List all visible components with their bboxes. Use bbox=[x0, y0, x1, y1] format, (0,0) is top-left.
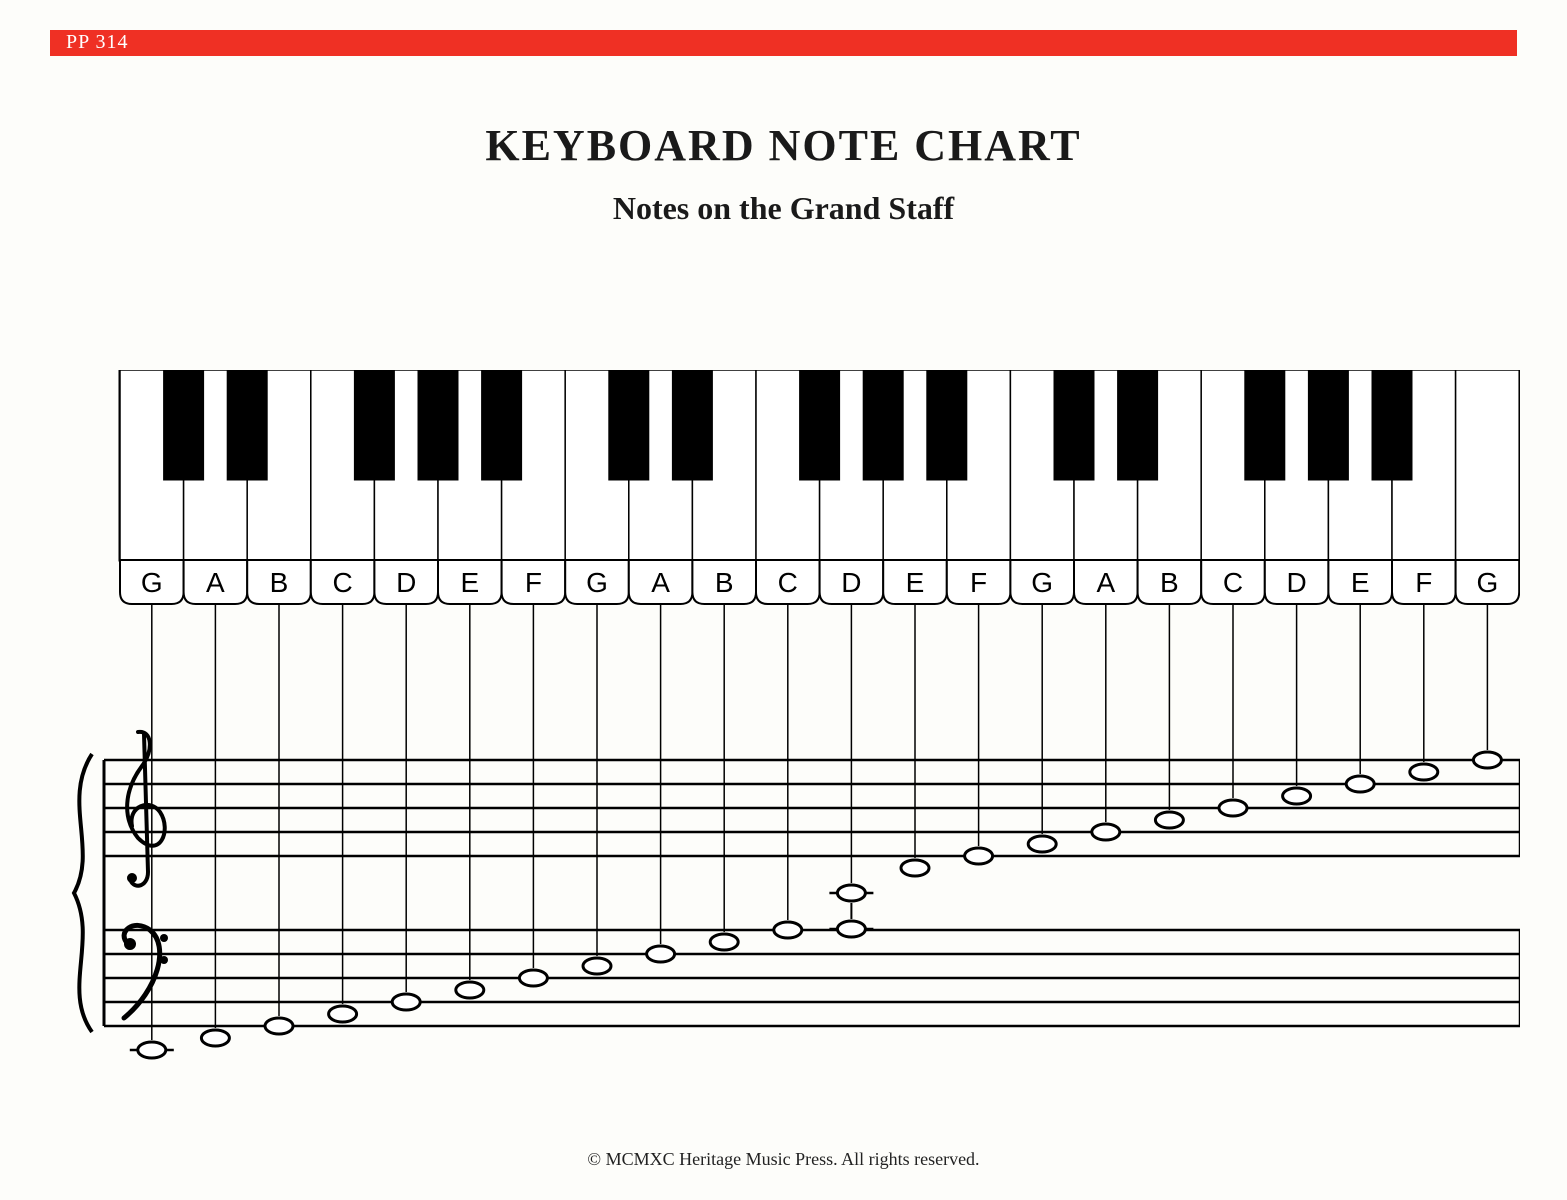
svg-text:A: A bbox=[1096, 567, 1115, 598]
svg-text:F: F bbox=[525, 567, 542, 598]
svg-text:D: D bbox=[396, 567, 416, 598]
svg-text:D: D bbox=[1286, 567, 1306, 598]
svg-text:F: F bbox=[1415, 567, 1432, 598]
svg-text:B: B bbox=[1160, 567, 1179, 598]
svg-text:B: B bbox=[270, 567, 289, 598]
svg-text:A: A bbox=[206, 567, 225, 598]
chart-svg: GABCDEFGABCDEFGABCDEFG bbox=[60, 370, 1520, 1090]
svg-text:E: E bbox=[906, 567, 925, 598]
header-code: PP 314 bbox=[66, 31, 129, 54]
copyright-text: © MCMXC Heritage Music Press. All rights… bbox=[0, 1149, 1567, 1170]
svg-text:A: A bbox=[651, 567, 670, 598]
svg-text:E: E bbox=[460, 567, 479, 598]
svg-text:E: E bbox=[1351, 567, 1370, 598]
page-title: KEYBOARD NOTE CHART bbox=[0, 120, 1567, 171]
svg-text:C: C bbox=[332, 567, 352, 598]
svg-text:G: G bbox=[1477, 567, 1499, 598]
svg-text:G: G bbox=[141, 567, 163, 598]
page-subtitle: Notes on the Grand Staff bbox=[0, 190, 1567, 227]
keyboard-staff-chart: GABCDEFGABCDEFGABCDEFG bbox=[60, 370, 1520, 1070]
svg-text:B: B bbox=[715, 567, 734, 598]
svg-text:C: C bbox=[1223, 567, 1243, 598]
svg-text:D: D bbox=[841, 567, 861, 598]
header-bar bbox=[50, 30, 1517, 56]
svg-text:G: G bbox=[1031, 567, 1053, 598]
svg-text:F: F bbox=[970, 567, 987, 598]
svg-text:C: C bbox=[778, 567, 798, 598]
svg-text:G: G bbox=[586, 567, 608, 598]
